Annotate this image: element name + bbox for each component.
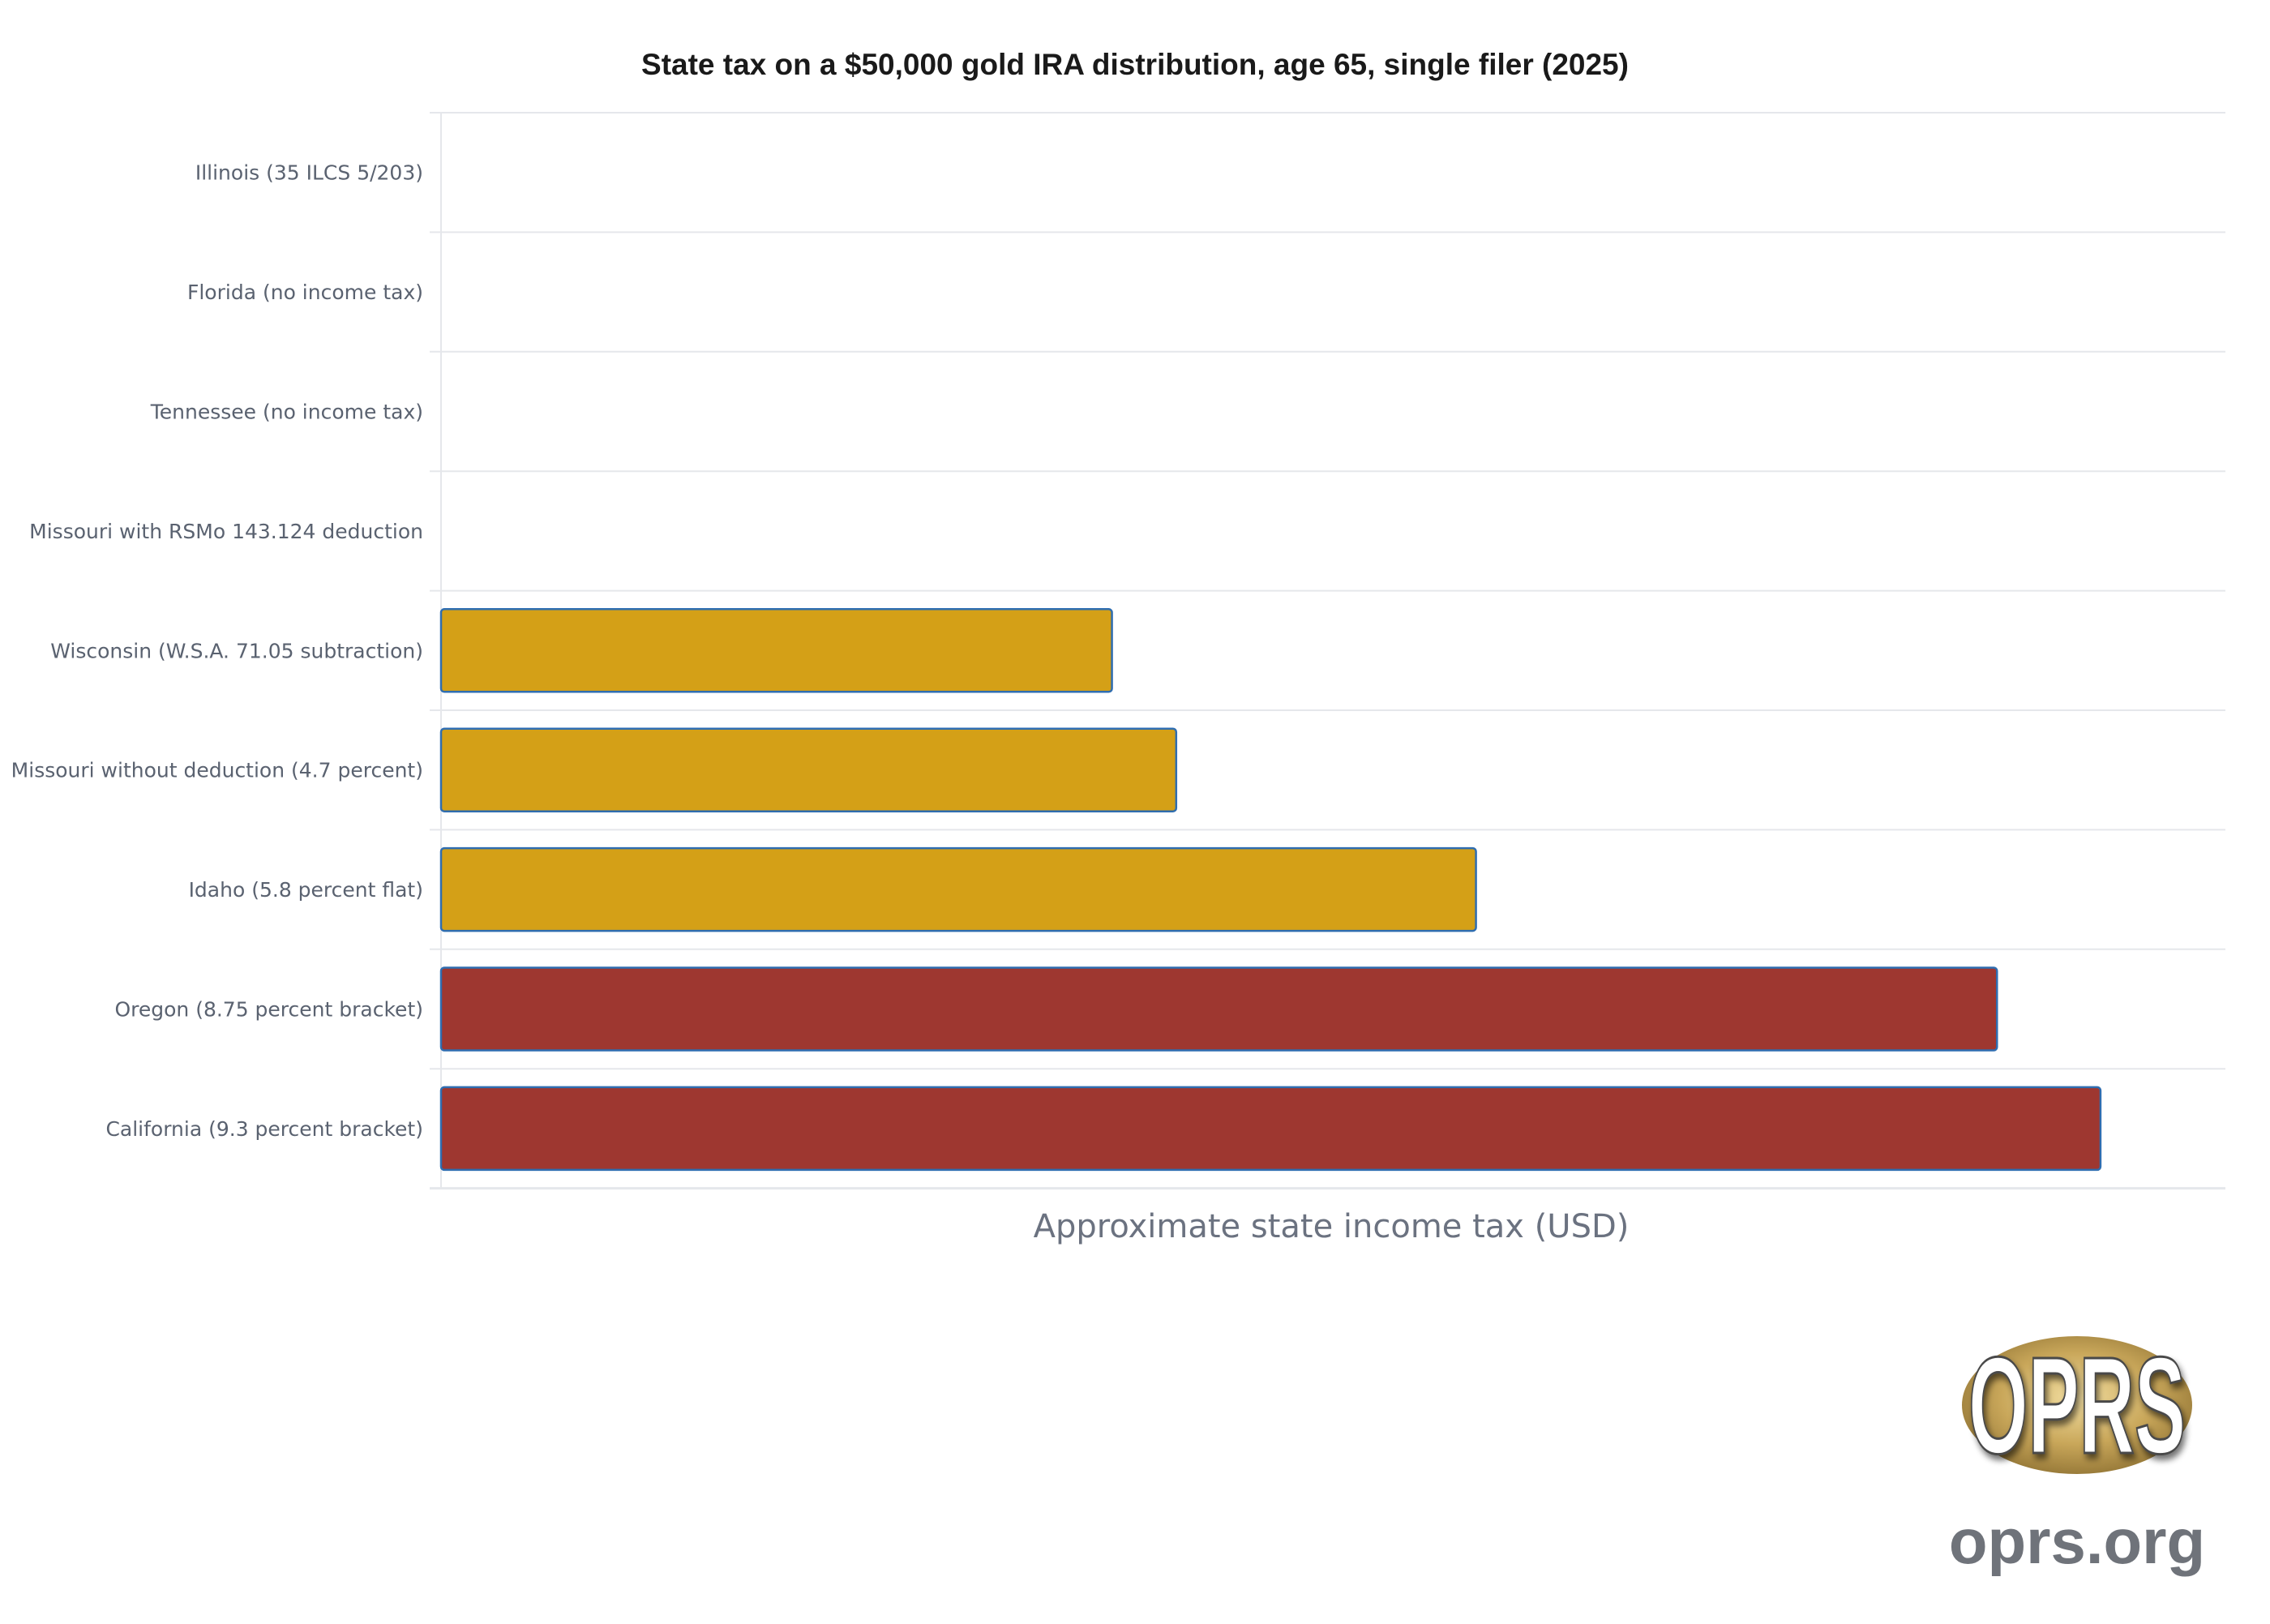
bar <box>439 1086 2102 1172</box>
category-label: Missouri without deduction (4.7 percent) <box>11 759 423 782</box>
bar <box>439 966 1998 1052</box>
oprs-logo: OPRS oprs.org <box>1949 1328 2205 1578</box>
x-axis-label: Approximate state income tax (USD) <box>1034 1208 1630 1245</box>
chart-title: State tax on a $50,000 gold IRA distribu… <box>641 48 1629 81</box>
category-label: Idaho (5.8 percent flat) <box>189 878 423 902</box>
logo-gold-emblem <box>1962 1336 2192 1474</box>
category-label: Missouri with RSMo 143.124 deduction <box>29 520 423 543</box>
category-label: Oregon (8.75 percent bracket) <box>114 998 423 1022</box>
category-labels: Illinois (35 ILCS 5/203) Florida (no inco… <box>11 161 423 1141</box>
category-label: California (9.3 percent bracket) <box>105 1117 423 1141</box>
logo-letters: OPRS <box>1968 1329 2186 1483</box>
category-label: Illinois (35 ILCS 5/203) <box>195 161 423 185</box>
grid <box>430 112 2225 1190</box>
category-label: Florida (no income tax) <box>187 281 423 304</box>
bar <box>439 608 1113 693</box>
category-label: Tennessee (no income tax) <box>150 401 423 424</box>
bar <box>439 846 1477 932</box>
category-label: Wisconsin (W.S.A. 71.05 subtraction) <box>50 639 423 662</box>
bar <box>439 727 1178 812</box>
logo-wordmark: oprs.org <box>1949 1506 2205 1577</box>
bars <box>439 608 2102 1172</box>
